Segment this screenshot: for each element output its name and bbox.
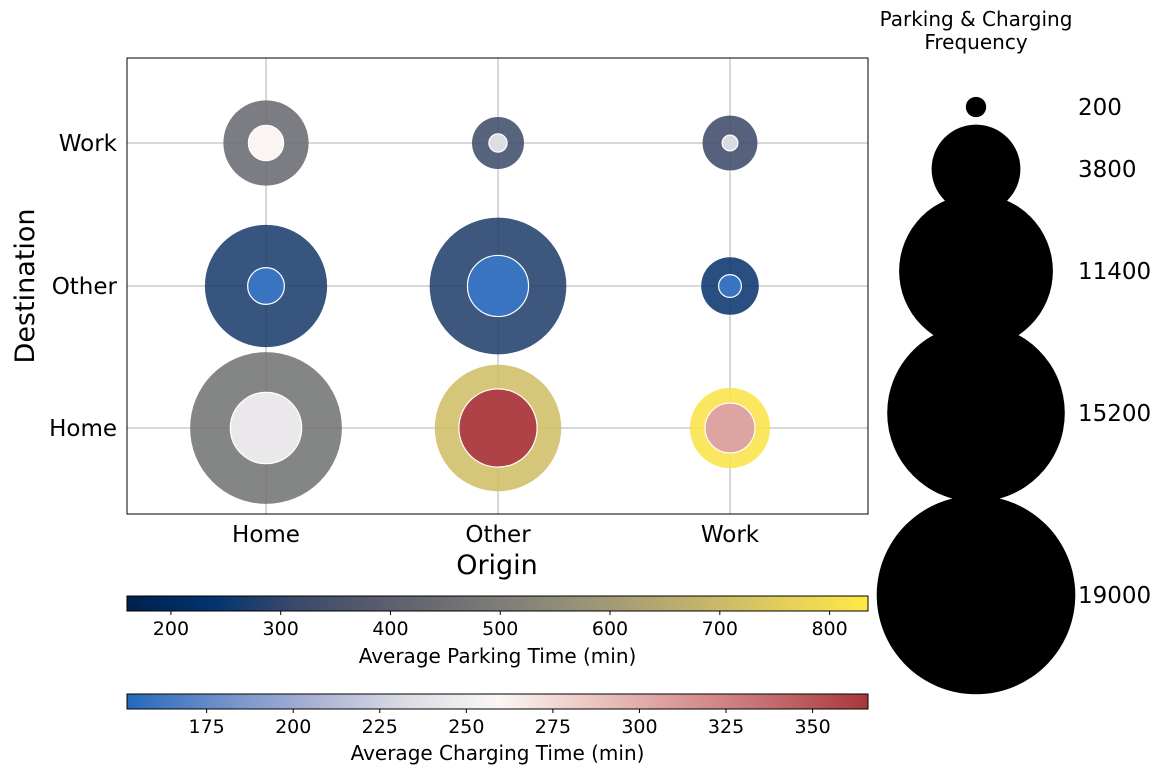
- charging-bubble: [718, 274, 742, 298]
- charging-bubble: [704, 402, 756, 454]
- colorbar-tick-label: 350: [794, 716, 830, 738]
- charging-bubble: [247, 124, 285, 162]
- colorbar-tick-label: 200: [153, 618, 189, 640]
- colorbar-tick-label: 700: [702, 618, 738, 640]
- y-axis-label: Destination: [10, 209, 41, 364]
- colorbar-tick-label: 800: [811, 618, 847, 640]
- colorbar-tick-label: 225: [362, 716, 398, 738]
- size-legend-marker: [899, 194, 1053, 348]
- y-tick-label: Other: [52, 274, 118, 300]
- colorbar-tick-label: 300: [263, 618, 299, 640]
- plot-frame: [126, 57, 869, 515]
- x-tick-label: Other: [465, 522, 531, 548]
- colorbar-tick-label: 300: [621, 716, 657, 738]
- colorbar-tick-label: 500: [482, 618, 518, 640]
- size-legend-label: 11400: [1078, 259, 1151, 285]
- charging-bubble: [458, 388, 538, 468]
- colorbar-tick-label: 275: [535, 716, 571, 738]
- colorbar-tick-label: 250: [448, 716, 484, 738]
- size-legend-label: 19000: [1078, 583, 1151, 609]
- size-legend-label: 15200: [1078, 401, 1151, 427]
- size-legend-marker: [876, 495, 1076, 695]
- size-legend-marker: [887, 324, 1065, 502]
- y-tick-label: Work: [59, 131, 118, 157]
- x-tick-label: Home: [232, 522, 300, 548]
- colorbar-label: Average Charging Time (min): [351, 741, 645, 765]
- charging-bubble: [466, 254, 530, 318]
- size-legend-title: Parking & Charging Frequency: [880, 7, 1073, 54]
- charging-bubble: [229, 391, 303, 465]
- colorbar-tick-label: 600: [592, 618, 628, 640]
- colorbar-tick-label: 400: [372, 618, 408, 640]
- size-legend-marker: [965, 96, 987, 118]
- charging-bubble: [721, 134, 739, 152]
- x-tick-label: Work: [701, 522, 760, 548]
- size-legend-marker: [931, 124, 1021, 214]
- colorbar-tick-label: 175: [189, 716, 225, 738]
- y-tick-labels: Home Other Work: [49, 131, 118, 442]
- colorbar-label: Average Parking Time (min): [359, 644, 637, 668]
- charging-bubble: [247, 267, 285, 305]
- x-tick-labels: Home Other Work: [232, 522, 760, 548]
- colorbar-tick-label: 200: [275, 716, 311, 738]
- colorbar-0: [126, 595, 869, 612]
- y-tick-label: Home: [49, 416, 117, 442]
- colorbars: 200 300 400 500 600 700 800 Average Parking Tim…: [126, 595, 869, 765]
- size-legend-label: 200: [1078, 95, 1122, 121]
- colorbar-tick-label: 325: [708, 716, 744, 738]
- colorbar-1: [126, 693, 869, 710]
- size-legend-label: 3800: [1078, 157, 1137, 183]
- bubbles: [190, 100, 771, 504]
- size-legend: 200 3800 11400 15200 19000: [876, 95, 1151, 695]
- charging-bubble: [488, 133, 508, 153]
- x-axis-label: Origin: [456, 550, 538, 581]
